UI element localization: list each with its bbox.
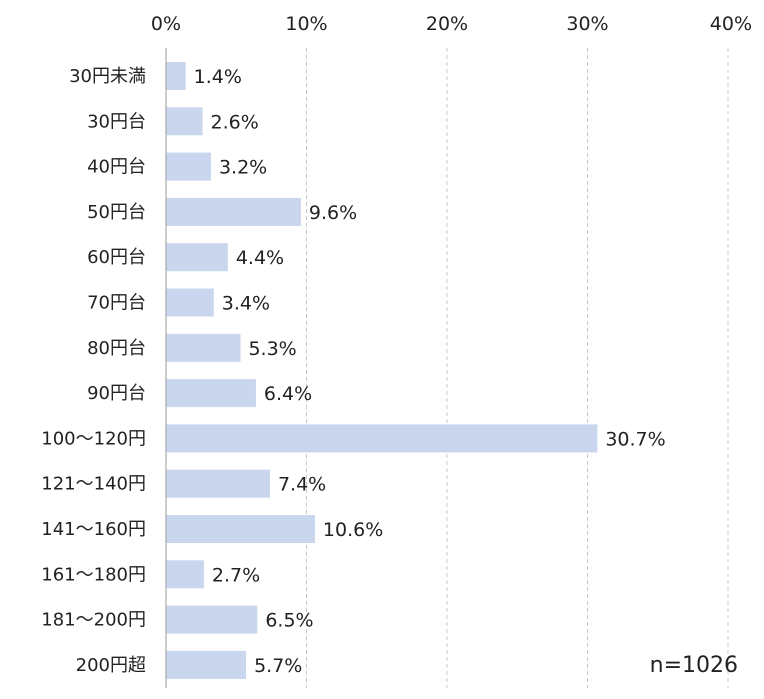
bar (166, 650, 247, 679)
value-label: 10.6% (323, 519, 383, 541)
category-label: 80円台 (87, 338, 146, 359)
category-label: 161～180円 (41, 564, 146, 585)
sample-size-annotation: n=1026 (650, 653, 738, 678)
bar (166, 469, 270, 498)
x-axis-ticks: 0% 10% 20% 30% 40% (151, 13, 752, 35)
bar (166, 560, 204, 589)
value-label: 6.4% (264, 383, 312, 405)
category-label: 100～120円 (41, 428, 146, 449)
value-label: 5.3% (248, 338, 296, 360)
category-label: 141～160円 (41, 519, 146, 540)
bar (166, 152, 211, 181)
bar (166, 515, 315, 543)
x-tick-label: 0% (151, 13, 181, 35)
bar (166, 197, 301, 226)
bar (166, 333, 241, 362)
x-tick-label: 40% (710, 13, 752, 35)
bar (166, 107, 203, 136)
category-label: 60円台 (87, 247, 146, 268)
bar (166, 62, 186, 90)
value-label: 3.4% (222, 293, 270, 315)
value-label: 7.4% (278, 474, 326, 496)
category-label: 30円未満 (69, 66, 146, 87)
category-label: 50円台 (87, 202, 146, 223)
bars (166, 62, 598, 679)
category-label: 40円台 (87, 157, 146, 178)
bar (166, 424, 598, 453)
bar (166, 379, 256, 408)
value-label: 30.7% (605, 428, 665, 450)
category-label: 121～140円 (41, 474, 146, 495)
category-label: 90円台 (87, 383, 146, 404)
bar (166, 605, 258, 634)
category-label: 30円台 (87, 111, 146, 132)
value-label: 2.7% (212, 564, 260, 586)
x-tick-label: 20% (426, 13, 468, 35)
value-label: 3.2% (219, 157, 267, 179)
value-label: 4.4% (236, 247, 284, 269)
x-tick-label: 30% (566, 13, 608, 35)
value-label: 9.6% (309, 202, 357, 224)
value-label: 6.5% (265, 610, 313, 632)
bar (166, 288, 214, 317)
value-label: 2.6% (211, 111, 259, 133)
category-labels: 30円未満 30円台 40円台 50円台 60円台 70円台 80円台 90円台 100～120… (41, 66, 146, 676)
value-labels: 1.4% 2.6% 3.2% 9.6% 4.4% 3.4% 5.3% 6.4% 30.7% 7.4… (194, 66, 666, 677)
x-tick-label: 10% (285, 13, 327, 35)
value-label: 5.7% (254, 655, 302, 677)
value-label: 1.4% (194, 66, 242, 88)
category-label: 181～200円 (41, 610, 146, 631)
bar (166, 243, 228, 272)
category-label: 200円超 (76, 655, 146, 676)
gridlines (306, 48, 729, 688)
category-label: 70円台 (87, 293, 146, 314)
